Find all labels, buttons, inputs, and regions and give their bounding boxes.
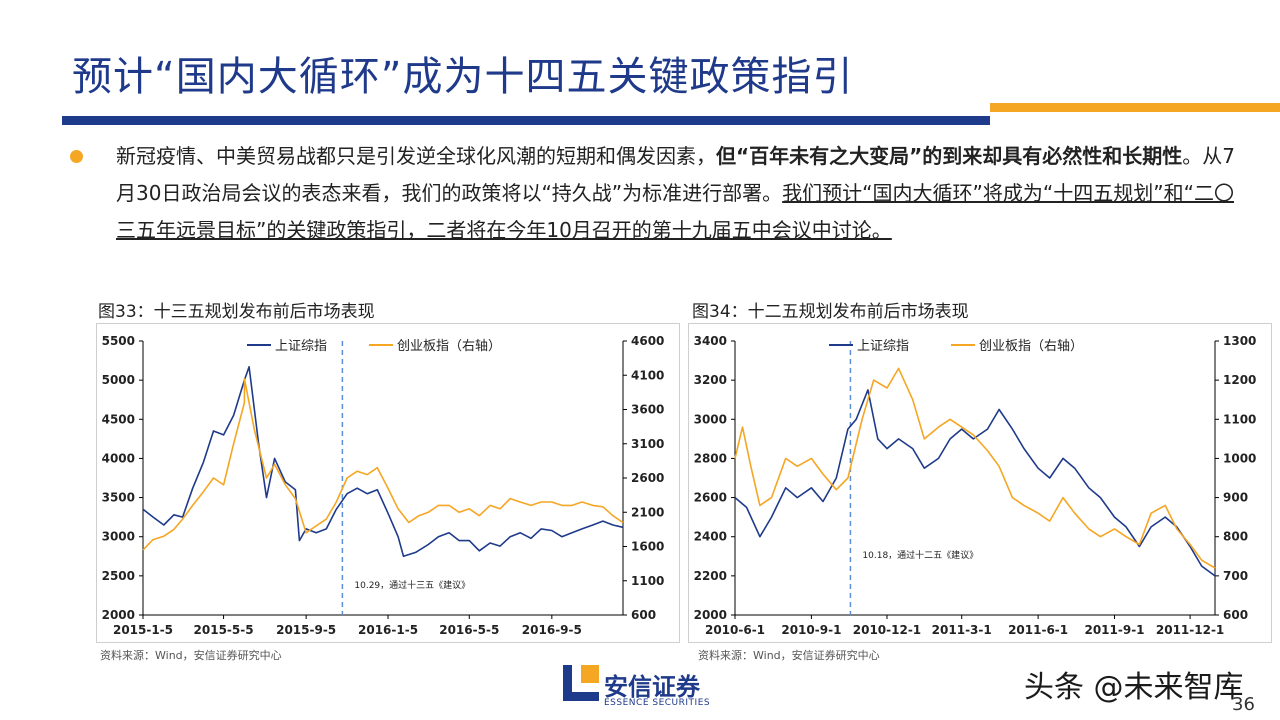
left-tick-label: 2800 bbox=[694, 451, 727, 465]
legend-label: 创业板指（右轴） bbox=[397, 339, 501, 354]
body-paragraph: 新冠疫情、中美贸易战都只是引发逆全球化风潮的短期和偶发因素，但“百年未有之大变局… bbox=[116, 138, 1246, 249]
left-tick-label: 4500 bbox=[102, 412, 135, 426]
figure-34-frame: 2000 2200 2400 2600 2800 3000 3200 3400 600 700 80… bbox=[688, 323, 1272, 643]
left-tick-label: 2000 bbox=[694, 608, 727, 622]
right-tick-label: 2600 bbox=[631, 471, 664, 485]
left-tick-label: 5000 bbox=[102, 373, 135, 387]
left-tick-label: 2200 bbox=[694, 569, 727, 583]
legend-label: 上证综指 bbox=[857, 339, 909, 354]
left-tick-label: 3000 bbox=[694, 412, 727, 426]
figure-33-chart: 2000 2500 3000 3500 4000 4500 5000 5500 600 1100 1… bbox=[102, 334, 665, 637]
x-tick-label: 2010-12-1 bbox=[853, 623, 921, 637]
annotation-label: 10.29，通过十三五《建议》 bbox=[354, 579, 470, 591]
company-name-cn: 安信证券 bbox=[604, 673, 700, 701]
series-line-chinext bbox=[734, 367, 1216, 569]
legend-label: 上证综指 bbox=[275, 339, 327, 354]
left-tick-label: 3400 bbox=[694, 334, 727, 348]
legend-label: 创业板指（右轴） bbox=[979, 339, 1083, 354]
left-tick-label: 5500 bbox=[102, 334, 135, 348]
left-tick-label: 3500 bbox=[102, 491, 135, 505]
company-name-en: ESSENCE SECURITIES bbox=[604, 698, 711, 708]
right-tick-label: 3600 bbox=[631, 403, 664, 417]
left-tick-label: 3200 bbox=[694, 373, 727, 387]
figure-34-source: 资料来源：Wind，安信证券研究中心 bbox=[698, 649, 880, 662]
x-tick-label: 2015-5-5 bbox=[194, 623, 254, 637]
annotation-label: 10.18，通过十二五《建议》 bbox=[862, 549, 978, 561]
right-tick-label: 600 bbox=[1223, 608, 1248, 622]
right-tick-label: 1100 bbox=[631, 574, 664, 588]
figure-34-title: 图34：十二五规划发布前后市场表现 bbox=[692, 302, 969, 322]
x-tick-label: 2011-3-1 bbox=[932, 623, 992, 637]
x-tick-label: 2016-5-5 bbox=[439, 623, 499, 637]
left-tick-label: 3000 bbox=[102, 530, 135, 544]
right-tick-label: 800 bbox=[1223, 530, 1248, 544]
right-tick-label: 1300 bbox=[1223, 334, 1256, 348]
series-line-sse bbox=[734, 389, 1216, 577]
x-tick-label: 2016-1-5 bbox=[358, 623, 418, 637]
x-tick-label: 2015-1-5 bbox=[113, 623, 173, 637]
page-title: 预计“国内大循环”成为十四五关键政策指引 bbox=[72, 54, 854, 100]
left-tick-label: 2400 bbox=[694, 530, 727, 544]
figure-33-frame: 2000 2500 3000 3500 4000 4500 5000 5500 600 1100 1… bbox=[96, 323, 680, 643]
figure-33-title: 图33：十三五规划发布前后市场表现 bbox=[98, 302, 375, 322]
title-underline-navy bbox=[62, 116, 990, 125]
x-tick-label: 2011-6-1 bbox=[1008, 623, 1068, 637]
left-tick-label: 4000 bbox=[102, 451, 135, 465]
right-tick-label: 600 bbox=[631, 608, 656, 622]
x-tick-label: 2015-9-5 bbox=[276, 623, 336, 637]
x-tick-label: 2016-9-5 bbox=[522, 623, 582, 637]
x-tick-label: 2011-12-1 bbox=[1156, 623, 1224, 637]
para-underlined: 我们预计“国内大循环”将成为“十四五规划”和“二〇三五年远景目标”的关键政策指引… bbox=[116, 181, 1234, 242]
right-tick-label: 1000 bbox=[1223, 451, 1256, 465]
right-tick-label: 1600 bbox=[631, 540, 664, 554]
right-tick-label: 900 bbox=[1223, 491, 1248, 505]
right-tick-label: 3100 bbox=[631, 437, 664, 451]
x-tick-label: 2010-9-1 bbox=[781, 623, 841, 637]
right-tick-label: 700 bbox=[1223, 569, 1248, 583]
right-tick-label: 2100 bbox=[631, 505, 664, 519]
para-text-2: 。从7月30日政治局会议的表态来看，我们的政策将以“持久战”为标准进行部署。 bbox=[116, 144, 1236, 205]
para-bold: 但“百年未有之大变局”的到来却具有必然性和长期性 bbox=[716, 144, 1183, 168]
x-tick-label: 2011-9-1 bbox=[1084, 623, 1144, 637]
x-tick-label: 2010-6-1 bbox=[705, 623, 765, 637]
para-text-1: 新冠疫情、中美贸易战都只是引发逆全球化风潮的短期和偶发因素， bbox=[116, 144, 716, 168]
bullet-dot bbox=[70, 150, 83, 163]
series-line-chinext bbox=[142, 377, 624, 551]
figure-34-chart: 2000 2200 2400 2600 2800 3000 3200 3400 600 700 80… bbox=[694, 334, 1257, 637]
left-tick-label: 2000 bbox=[102, 608, 135, 622]
right-tick-label: 1200 bbox=[1223, 373, 1256, 387]
series-line-sse bbox=[142, 366, 624, 558]
figure-33-source: 资料来源：Wind，安信证券研究中心 bbox=[100, 649, 282, 662]
left-tick-label: 2500 bbox=[102, 569, 135, 583]
company-logo-icon bbox=[563, 665, 599, 705]
right-tick-label: 4100 bbox=[631, 368, 664, 382]
right-tick-label: 4600 bbox=[631, 334, 664, 348]
right-tick-label: 1100 bbox=[1223, 412, 1256, 426]
title-underline-orange bbox=[990, 103, 1280, 112]
page-number: 36 bbox=[1232, 694, 1255, 715]
watermark: 头条 @未来智库 bbox=[1024, 670, 1244, 705]
left-tick-label: 2600 bbox=[694, 491, 727, 505]
